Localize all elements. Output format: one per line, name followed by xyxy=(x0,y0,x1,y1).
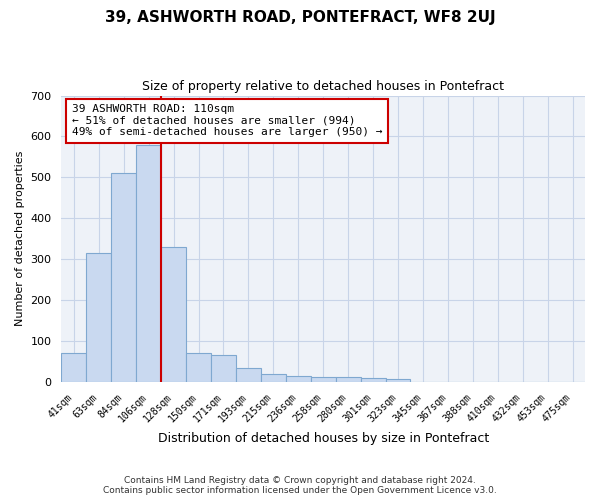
Bar xyxy=(61,354,86,382)
X-axis label: Distribution of detached houses by size in Pontefract: Distribution of detached houses by size … xyxy=(158,432,489,445)
Y-axis label: Number of detached properties: Number of detached properties xyxy=(15,151,25,326)
Bar xyxy=(361,378,386,382)
Bar xyxy=(161,247,186,382)
Title: Size of property relative to detached houses in Pontefract: Size of property relative to detached ho… xyxy=(142,80,504,93)
Bar xyxy=(386,378,410,382)
Bar xyxy=(136,144,161,382)
Bar xyxy=(311,377,335,382)
Text: Contains HM Land Registry data © Crown copyright and database right 2024.
Contai: Contains HM Land Registry data © Crown c… xyxy=(103,476,497,495)
Bar xyxy=(335,377,361,382)
Bar xyxy=(261,374,286,382)
Bar xyxy=(86,253,111,382)
Bar xyxy=(211,356,236,382)
Bar xyxy=(286,376,311,382)
Bar xyxy=(111,174,136,382)
Text: 39 ASHWORTH ROAD: 110sqm
← 51% of detached houses are smaller (994)
49% of semi-: 39 ASHWORTH ROAD: 110sqm ← 51% of detach… xyxy=(72,104,382,138)
Bar xyxy=(186,354,211,382)
Bar xyxy=(236,368,261,382)
Text: 39, ASHWORTH ROAD, PONTEFRACT, WF8 2UJ: 39, ASHWORTH ROAD, PONTEFRACT, WF8 2UJ xyxy=(104,10,496,25)
